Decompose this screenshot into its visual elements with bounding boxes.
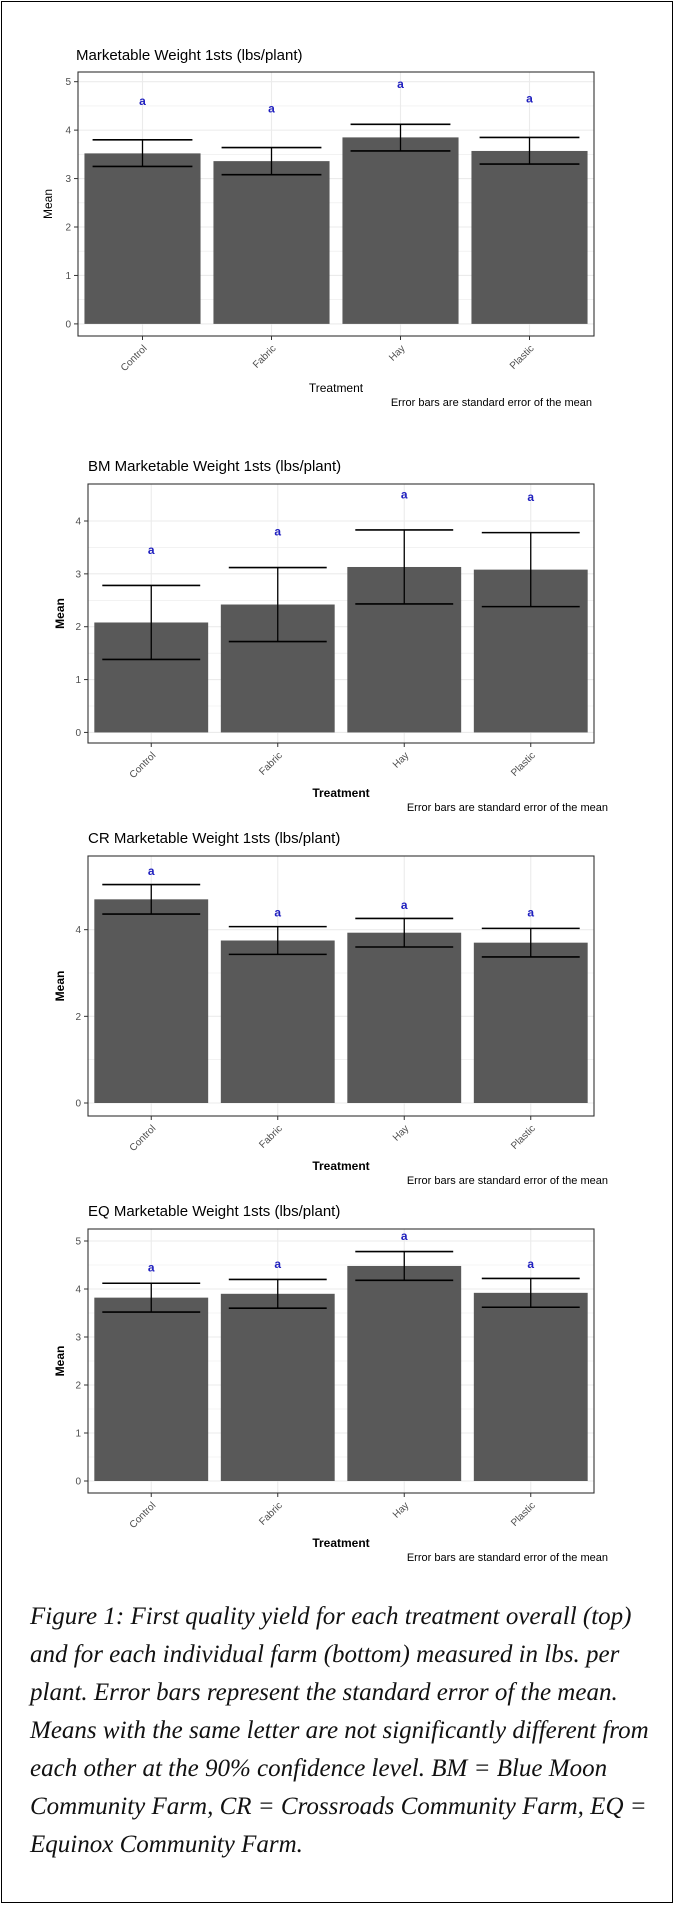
y-tick-label: 2: [75, 622, 81, 633]
bar-plastic: [473, 942, 588, 1103]
x-tick-label: Plastic: [508, 343, 537, 372]
panel-border: [87, 855, 595, 1117]
error-bar-note: Error bars are standard error of the mea…: [391, 397, 592, 409]
bar-fabric: [220, 940, 335, 1103]
x-tick-label: Hay: [387, 343, 407, 363]
bar-plastic: [473, 1292, 588, 1481]
y-tick-label: 1: [75, 1429, 81, 1440]
charts-area: 0 1 2 3 4 5 a Control a Fabric a Hay a Plastic Marketa…: [41, 47, 608, 1564]
significance-letter: a: [401, 488, 408, 502]
significance-letter: a: [148, 1260, 155, 1274]
x-tick-label: Plastic: [509, 1500, 538, 1529]
significance-letter: a: [274, 525, 281, 539]
significance-letter: a: [139, 94, 146, 108]
chart-title: Marketable Weight 1sts (lbs/plant): [76, 47, 303, 64]
y-tick-label: 4: [75, 517, 81, 528]
y-tick-label: 3: [75, 1333, 81, 1344]
y-tick-label: 0: [75, 728, 81, 739]
x-tick-label: Hay: [391, 750, 411, 770]
y-axis-title: Mean: [41, 189, 55, 219]
significance-letter: a: [148, 864, 155, 878]
y-tick-label: 0: [75, 1099, 81, 1110]
significance-letter: a: [274, 1257, 281, 1271]
x-tick-label: Control: [119, 343, 150, 374]
x-tick-label: Hay: [391, 1123, 411, 1143]
error-bar-note: Error bars are standard error of the mea…: [407, 1175, 608, 1187]
y-tick-label: 3: [75, 569, 81, 580]
chart-title: CR Marketable Weight 1sts (lbs/plant): [88, 830, 340, 847]
error-bar-note: Error bars are standard error of the mea…: [407, 1552, 608, 1564]
x-tick-label: Fabric: [251, 343, 278, 370]
panel-border: [87, 483, 595, 744]
chart-title: EQ Marketable Weight 1sts (lbs/plant): [88, 1203, 340, 1220]
x-tick-label: Fabric: [257, 1123, 284, 1150]
bar-hay: [347, 1265, 462, 1481]
y-axis-title: Mean: [53, 598, 67, 629]
x-tick-label: Fabric: [257, 750, 284, 777]
significance-letter: a: [526, 92, 533, 106]
bar-hay: [342, 137, 459, 324]
significance-letter: a: [401, 1229, 408, 1243]
x-tick-label: Control: [128, 1500, 159, 1531]
figure-caption: Figure 1: First quality yield for each t…: [30, 1603, 649, 1858]
significance-letter: a: [148, 543, 155, 557]
bar-fabric: [213, 161, 330, 324]
y-tick-label: 5: [65, 77, 71, 88]
y-tick-label: 5: [75, 1237, 81, 1248]
x-axis-title: Treatment: [312, 786, 369, 800]
significance-letter: a: [527, 1257, 534, 1271]
x-tick-label: Control: [128, 750, 159, 781]
y-tick-label: 1: [75, 675, 81, 686]
x-tick-label: Hay: [391, 1500, 411, 1520]
y-tick-label: 2: [75, 1012, 81, 1023]
y-tick-label: 0: [75, 1477, 81, 1488]
y-axis-title: Mean: [53, 971, 67, 1002]
y-tick-label: 2: [75, 1381, 81, 1392]
y-tick-label: 1: [65, 271, 71, 282]
chart-title: BM Marketable Weight 1sts (lbs/plant): [88, 458, 341, 475]
y-tick-label: 3: [65, 174, 71, 185]
bar-plastic: [471, 150, 588, 324]
significance-letter: a: [397, 77, 404, 91]
x-tick-label: Fabric: [257, 1500, 284, 1527]
significance-letter: a: [527, 905, 534, 919]
significance-letter: a: [274, 905, 281, 919]
panel-border: [87, 1228, 595, 1494]
y-tick-label: 2: [65, 223, 71, 234]
panel-border: [77, 71, 595, 337]
bar-hay: [347, 932, 462, 1103]
x-tick-label: Plastic: [509, 750, 538, 779]
y-axis-title: Mean: [53, 1346, 67, 1377]
y-tick-label: 4: [65, 126, 71, 137]
y-tick-label: 4: [75, 925, 81, 936]
y-tick-label: 4: [75, 1285, 81, 1296]
bar-control: [94, 899, 209, 1103]
significance-letter: a: [268, 101, 275, 115]
bar-control: [84, 153, 201, 324]
y-tick-label: 0: [65, 319, 71, 330]
bar-fabric: [220, 1293, 335, 1481]
x-tick-label: Control: [128, 1123, 159, 1154]
error-bar-note: Error bars are standard error of the mea…: [407, 802, 608, 814]
x-axis-title: Treatment: [312, 1159, 369, 1173]
bar-control: [94, 1297, 209, 1481]
x-axis-title: Treatment: [312, 1536, 369, 1550]
significance-letter: a: [401, 898, 408, 912]
x-tick-label: Plastic: [509, 1123, 538, 1152]
significance-letter: a: [527, 490, 534, 504]
x-axis-title: Treatment: [309, 381, 364, 395]
